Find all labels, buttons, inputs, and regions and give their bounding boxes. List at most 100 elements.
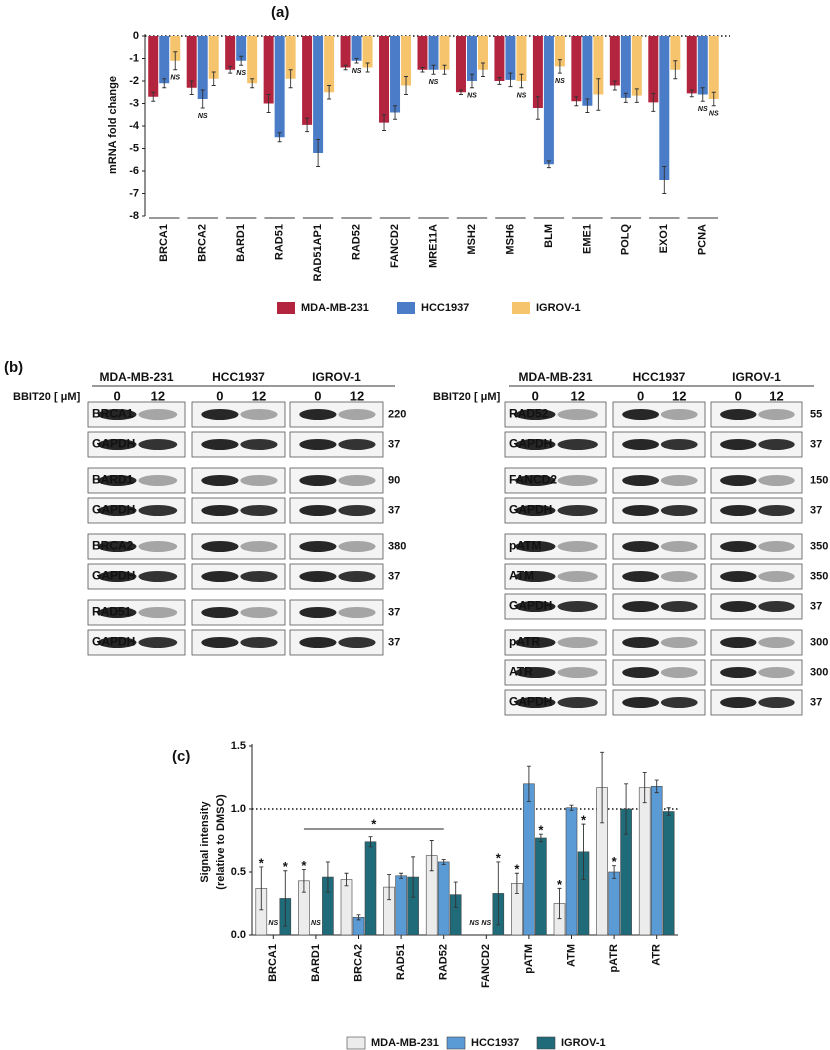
bar [390,36,401,113]
x-tick-label: pATM [523,944,535,974]
bar [494,36,505,81]
blot-band [720,409,757,420]
legend-swatch [446,1036,466,1050]
blot-band [622,541,659,552]
protein-label: GAPDH [92,635,135,649]
error-bar [654,779,659,794]
blot-band [622,667,659,678]
blot-band [758,697,795,708]
blot-band [515,409,556,420]
error-bar [600,751,605,824]
error-bar [442,64,447,75]
kda-label: 350 [810,570,828,582]
annotation: * [581,813,587,828]
blot-band [557,697,598,708]
blot-band [660,475,698,486]
blot-band [622,601,659,612]
kda-label: 37 [388,570,400,582]
kda-label: 37 [810,438,822,450]
bar [620,36,631,98]
kda-label: 37 [810,600,822,612]
protein-label: RAD51 [92,605,132,619]
x-tick-label: BRCA2 [197,224,209,262]
bar [686,36,697,94]
blot-band [720,439,757,450]
blot-band [338,607,376,618]
error-bar [420,67,425,73]
bar [263,36,274,104]
annotation: * [283,859,289,874]
x-tick-label: BRCA2 [352,944,364,982]
x-tick-label: BRCA1 [267,944,279,982]
x-tick-label: MSH6 [504,224,516,255]
kda-label: 90 [388,474,400,486]
blot-band [299,475,337,486]
protein-label: GAPDH [509,599,552,613]
blot-band [299,409,337,420]
dose-label: 12 [769,388,783,403]
blot-band [515,601,556,612]
blot-band [758,541,795,552]
x-tick-label: MSH2 [466,224,478,255]
blot-band [240,637,278,648]
blot-band [138,541,178,552]
error-bar [642,772,647,804]
bar [650,786,663,936]
bar [565,807,578,936]
y-tick-label: -7 [129,187,139,199]
dose-label: 12 [252,388,266,403]
error-bar [429,840,434,872]
protein-label: GAPDH [509,695,552,709]
bar [302,36,313,125]
blot-box [289,599,384,626]
blot-band [201,571,239,582]
y-tick-label: -6 [129,165,139,177]
blot-band [720,541,757,552]
bar [638,787,651,936]
bar [197,36,208,99]
blot-band [338,409,376,420]
error-bar [585,98,590,113]
blot-band [97,439,137,450]
error-bar [441,858,446,865]
x-tick-label: FANCD2 [389,224,401,268]
error-bar [399,872,404,879]
blot-band [138,607,178,618]
error-bar [535,96,540,120]
bar [340,36,351,68]
bar [582,36,593,106]
blot-band [515,571,556,582]
error-bar [469,73,474,89]
blot-band [97,571,137,582]
error-bar [393,105,398,120]
blot-band [720,475,757,486]
error-bar [612,865,617,879]
bar [428,36,439,70]
error-bar [496,861,501,926]
error-bar [569,804,574,811]
error-bar [411,856,416,898]
error-bar [211,71,216,86]
protein-label: GAPDH [92,503,135,517]
blot-band [557,601,598,612]
legend-label: MDA-MB-231 [301,302,369,314]
annotation: NS [268,920,278,927]
blot-band [557,571,598,582]
error-bar [634,88,639,103]
error-bar [453,881,458,908]
bar [439,36,450,70]
blot-band [201,439,239,450]
x-tick-label: MRE11A [427,224,439,268]
error-bar [365,62,370,73]
blot-band [138,409,178,420]
error-bar [689,89,694,98]
kda-label: 37 [388,504,400,516]
error-bar [623,92,628,103]
dose-label: 0 [113,388,120,403]
bar [186,36,197,88]
error-bar [327,85,332,100]
kda-label: 220 [388,408,406,420]
annotation: * [557,877,563,892]
error-bar [368,836,373,848]
